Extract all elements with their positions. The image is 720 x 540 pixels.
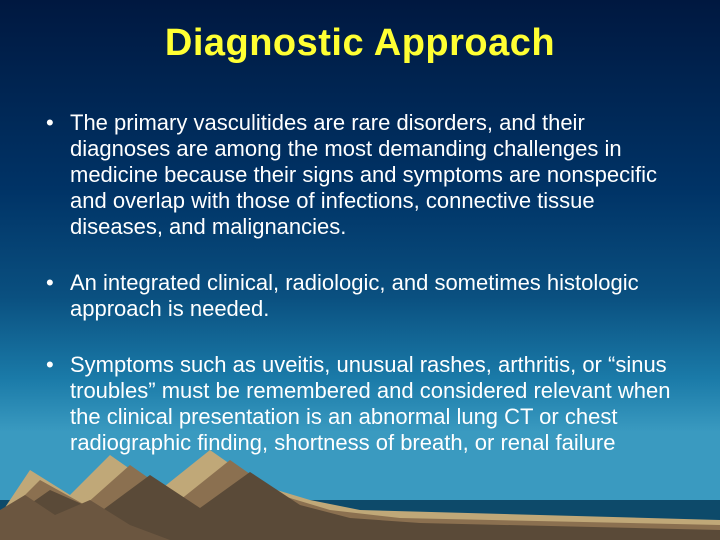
mountain-decoration-icon (0, 400, 720, 540)
bullet-marker-icon: • (40, 352, 70, 378)
bullet-text: An integrated clinical, radiologic, and … (70, 270, 680, 322)
slide-title: Diagnostic Approach (0, 22, 720, 65)
bullet-text: The primary vasculitides are rare disord… (70, 110, 680, 240)
bullet-marker-icon: • (40, 110, 70, 136)
bullet-item: • An integrated clinical, radiologic, an… (40, 270, 680, 322)
bullet-item: • The primary vasculitides are rare diso… (40, 110, 680, 240)
bullet-marker-icon: • (40, 270, 70, 296)
slide: Diagnostic Approach • The primary vascul… (0, 0, 720, 540)
